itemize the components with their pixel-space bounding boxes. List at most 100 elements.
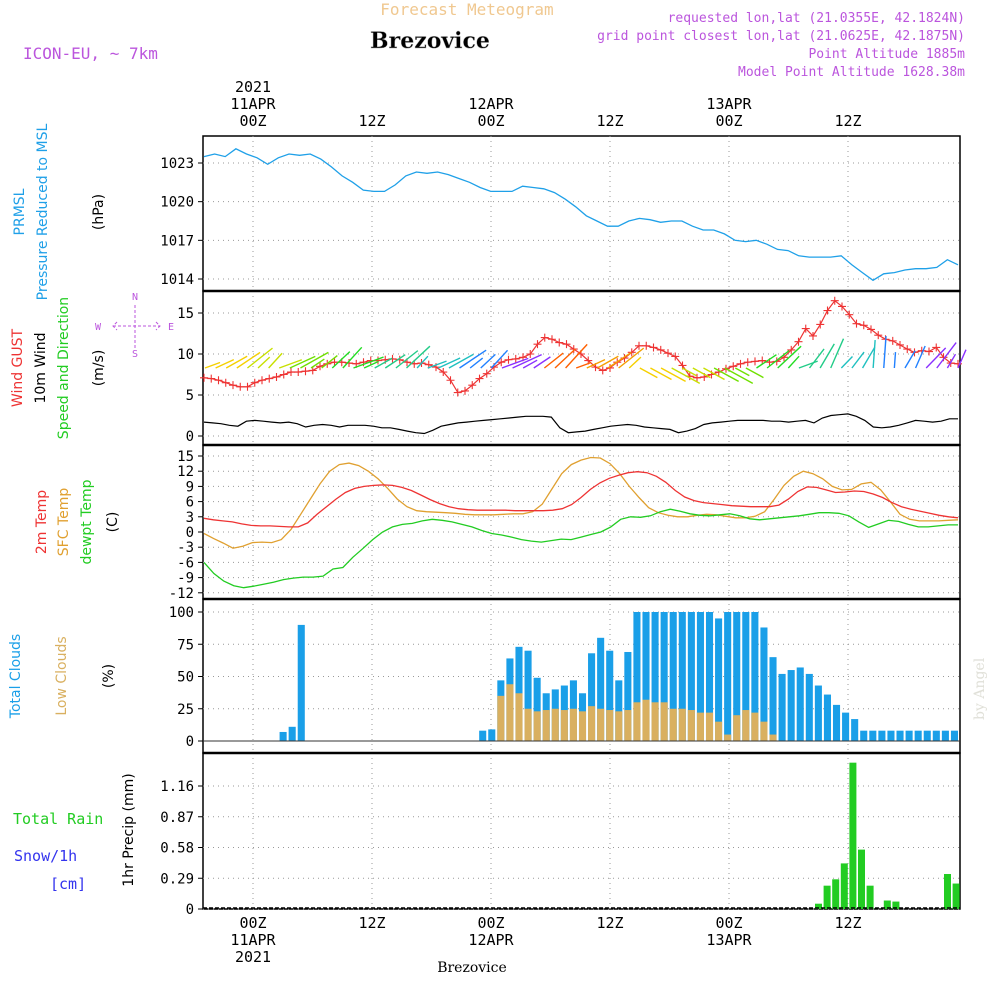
dewpt-temp-line [203, 508, 958, 589]
ytick-label-temperature-2: -6 [177, 555, 194, 571]
ytick-label-clouds-0: 0 [186, 734, 194, 750]
panel-frame-pressure [202, 135, 961, 292]
wind-arrow [724, 367, 754, 384]
wind-arrow [861, 346, 876, 369]
gust-point [461, 386, 469, 395]
gust-point [736, 359, 745, 368]
compass-s: S [132, 349, 138, 360]
ytick-label-wind-3: 15 [177, 306, 194, 322]
wind-arrow [533, 356, 551, 369]
total-rain-label: Total Rain [13, 810, 103, 828]
total-cloud-bar [524, 650, 532, 741]
wind-arrow [946, 353, 957, 369]
total-cloud-bar [678, 612, 686, 741]
gust-point [294, 368, 303, 377]
wind-arrow [660, 367, 686, 383]
pressure-axis-label-2: Pressure Reduced to MSL [35, 123, 51, 300]
wind-arrow [427, 360, 447, 369]
gust-point [606, 363, 614, 372]
total-cloud-bar [687, 612, 695, 741]
precip-axis-label: 1hr Precip (mm) [121, 773, 137, 886]
low-cloud-bar [769, 734, 777, 741]
time-top-label-0-2: 00Z [239, 112, 266, 130]
total-cloud-bar [878, 730, 886, 741]
gust-point [569, 345, 578, 354]
precip-bar [944, 874, 951, 909]
low-cloud-bar [687, 710, 695, 741]
low-cloud-bar [597, 708, 605, 741]
total-cloud-bar [950, 730, 958, 741]
wind-arrow [342, 346, 363, 369]
wind-arrow [278, 359, 303, 369]
wind-gust-line [203, 299, 959, 394]
pressure-axis-label-1: PRMSL [12, 188, 28, 235]
time-top-label-0-0: 2021 [235, 78, 271, 96]
gust-point [838, 302, 846, 311]
gust-point [823, 306, 832, 315]
model-label: ICON-EU, ~ 7km [23, 44, 158, 63]
temp-sfc-axis-label: SFC Temp [56, 488, 72, 557]
clouds-unit-label: (%) [101, 664, 117, 688]
gust-point [816, 320, 825, 329]
total-cloud-bar [914, 730, 922, 741]
time-bottom-label-0-2: 2021 [235, 948, 271, 966]
ytick-label-clouds-2: 50 [177, 670, 194, 686]
wind-arrow [268, 352, 283, 369]
low-cloud-bar [524, 708, 532, 741]
ytick-label-wind-0: 0 [186, 429, 194, 445]
low-cloud-bar [760, 721, 768, 741]
gust-point [888, 336, 897, 345]
wind-arrow [830, 338, 845, 369]
time-top-label-2-0: 12APR [468, 95, 514, 113]
gust-point [316, 362, 324, 371]
total-cloud-bar [869, 730, 877, 741]
gust-point [279, 370, 288, 379]
2m-temp-line [203, 471, 959, 528]
total-cloud-bar [724, 612, 732, 741]
gust-point [758, 356, 767, 365]
low-cloud-bar [533, 711, 541, 741]
gust-point [540, 333, 549, 342]
gust-point [548, 335, 556, 344]
gust-point [874, 331, 883, 340]
gust-point [439, 368, 448, 377]
ytick-label-precip-3: 0.87 [160, 810, 194, 826]
low-cloud-bar [733, 715, 741, 741]
ytick-label-temperature-5: 3 [186, 510, 194, 526]
wind-arrow [798, 360, 818, 369]
gust-point [598, 366, 607, 375]
precip-bar [815, 903, 822, 909]
compass-n: N [132, 292, 138, 303]
gust-point [801, 324, 810, 333]
low-cloud-bar [497, 695, 505, 741]
total-cloud-bar [705, 612, 714, 741]
ytick-label-wind-1: 5 [186, 388, 194, 404]
total-cloud-bar [814, 685, 822, 741]
ytick-label-wind-2: 10 [177, 347, 194, 363]
grid-point-coords: grid point closest lon,lat (21.0625E, 42… [597, 29, 965, 44]
wind-arrow [565, 343, 588, 369]
ytick-label-pressure-1: 1017 [160, 233, 194, 249]
wind-arrow [225, 355, 248, 369]
total-cloud-bar [733, 612, 741, 741]
total-cloud-bar [669, 612, 677, 741]
wind-arrow [914, 345, 926, 369]
wind-arrow [628, 356, 642, 369]
gust-point [845, 310, 854, 319]
sfc-temp-line [203, 456, 959, 549]
wind-arrow [257, 356, 271, 369]
gust-point [272, 372, 281, 381]
ytick-label-temperature-7: 9 [186, 479, 194, 495]
total-cloud-bar [851, 719, 859, 741]
wind-arrow [543, 352, 564, 369]
wind-arrow [236, 351, 261, 369]
gust-point [482, 369, 491, 378]
precip-bar [849, 762, 857, 909]
wind-arrow [639, 367, 658, 379]
wind-arrow [374, 357, 393, 369]
ytick-label-pressure-2: 1020 [160, 195, 194, 211]
ytick-label-clouds-4: 100 [169, 605, 194, 621]
wind-arrow [204, 361, 221, 369]
ytick-label-clouds-1: 25 [177, 702, 194, 718]
gust-point [453, 388, 462, 397]
